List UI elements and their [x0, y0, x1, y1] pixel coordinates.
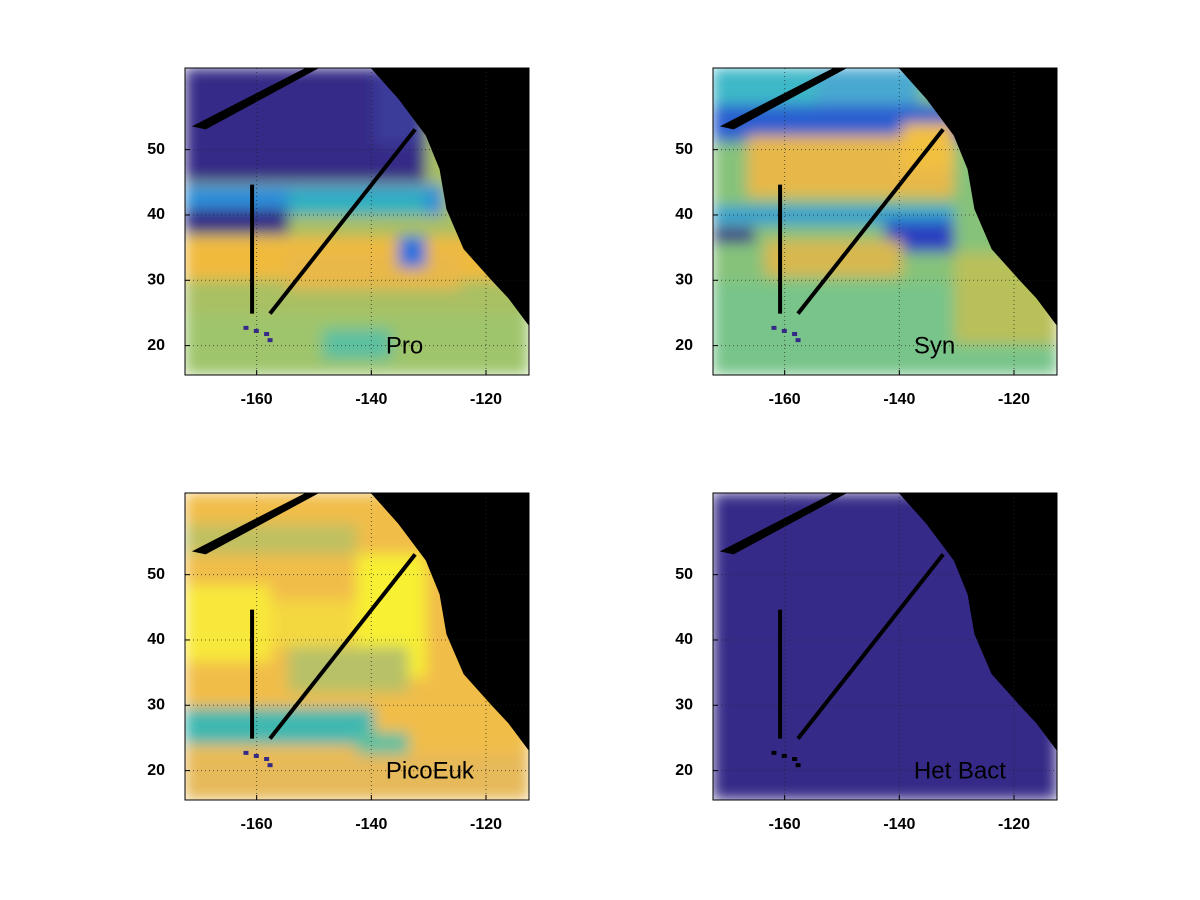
y-tick-label: 40	[675, 631, 693, 648]
x-tick-label: -160	[769, 391, 801, 408]
y-tick-label: 20	[147, 762, 165, 779]
land	[719, 493, 848, 555]
field	[185, 493, 529, 800]
island	[267, 338, 273, 343]
x-tick-label: -120	[470, 391, 502, 408]
field-patch	[185, 585, 271, 662]
x-tick-label: -140	[883, 391, 915, 408]
island	[253, 328, 259, 333]
panel-label: PicoEuk	[386, 758, 475, 785]
x-tick-label: -140	[355, 816, 387, 833]
y-tick-label: 50	[675, 566, 693, 583]
field	[185, 68, 529, 375]
island	[243, 750, 249, 755]
island	[781, 328, 787, 333]
island	[264, 332, 270, 337]
y-tick-label: 40	[147, 631, 165, 648]
map-panel: -160 -140 -120 20 30 40 50 Het Bact	[675, 492, 1058, 833]
field-patch	[288, 252, 461, 290]
y-tick-label: 30	[147, 697, 165, 714]
field-patch	[271, 600, 357, 647]
axes-frame	[184, 492, 530, 801]
field-patch	[288, 646, 409, 693]
x-tick-label: -140	[883, 816, 915, 833]
map-panel: -160 -140 -120 20 30 40 50 Syn	[675, 67, 1058, 408]
island	[792, 332, 798, 337]
field-patch	[322, 328, 392, 360]
island	[771, 325, 777, 330]
x-tick-label: -140	[355, 391, 387, 408]
y-tick-label: 30	[675, 697, 693, 714]
land	[370, 493, 529, 751]
x-tick-label: -120	[470, 816, 502, 833]
transect	[268, 553, 417, 740]
y-tick-label: 50	[675, 141, 693, 158]
island	[795, 338, 801, 343]
x-tick-label: -160	[241, 391, 273, 408]
island	[795, 763, 801, 768]
land	[191, 68, 320, 130]
map-panel: -160 -140 -120 20 30 40 50 PicoEuk	[147, 492, 530, 833]
island	[792, 757, 798, 762]
x-tick-label: -160	[241, 816, 273, 833]
transect	[796, 128, 945, 315]
island	[253, 753, 259, 758]
island	[264, 757, 270, 762]
transect	[796, 553, 945, 740]
panel-label: Het Bact	[914, 758, 1006, 785]
field-patch	[357, 732, 409, 758]
y-tick-label: 40	[675, 206, 693, 223]
y-tick-label: 30	[675, 272, 693, 289]
land	[719, 68, 848, 130]
island	[267, 763, 273, 768]
island	[781, 753, 787, 758]
axes-frame	[184, 67, 530, 376]
x-tick-label: -160	[769, 816, 801, 833]
y-tick-label: 50	[147, 566, 165, 583]
land	[370, 68, 529, 326]
field-patch	[398, 236, 426, 268]
y-tick-label: 50	[147, 141, 165, 158]
axes-frame	[712, 67, 1058, 376]
island	[771, 750, 777, 755]
land	[898, 68, 1057, 326]
land	[898, 493, 1057, 751]
y-tick-label: 20	[147, 337, 165, 354]
field-patch	[185, 753, 529, 800]
y-tick-label: 40	[147, 206, 165, 223]
island	[243, 325, 249, 330]
field-patch	[185, 209, 289, 234]
axes-frame	[712, 492, 1058, 801]
y-tick-label: 20	[675, 762, 693, 779]
x-tick-label: -120	[998, 816, 1030, 833]
panel-label: Syn	[914, 333, 955, 360]
panel-label: Pro	[386, 333, 423, 360]
field	[713, 68, 1057, 375]
land	[191, 493, 320, 555]
field-patch	[713, 227, 755, 243]
y-tick-label: 20	[675, 337, 693, 354]
field	[713, 493, 1057, 800]
x-tick-label: -120	[998, 391, 1030, 408]
transect	[268, 128, 417, 315]
y-tick-label: 30	[147, 272, 165, 289]
map-panel: -160 -140 -120 20 30 40 50 Pro	[147, 67, 530, 408]
